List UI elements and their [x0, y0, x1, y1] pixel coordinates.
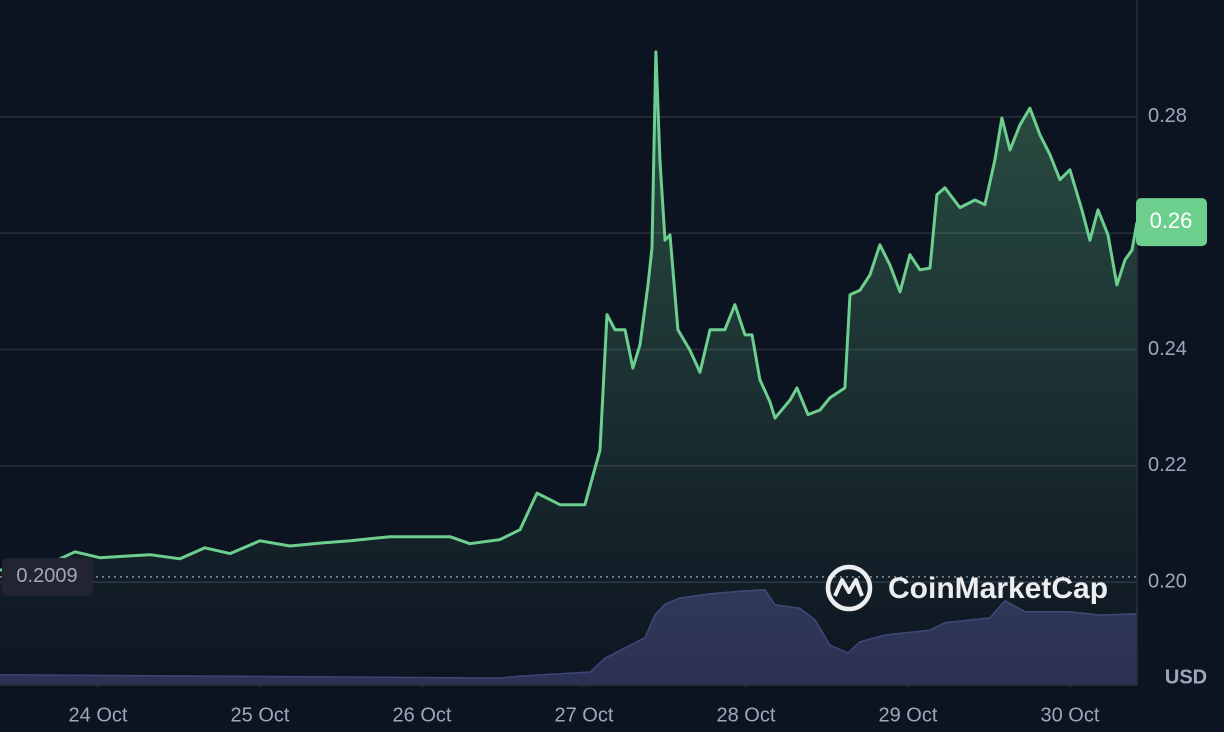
x-tick-label: 28 Oct [716, 704, 775, 726]
y-tick-label: 0.24 [1148, 338, 1187, 360]
y-tick-label: 0.22 [1148, 454, 1187, 476]
watermark-text: CoinMarketCap [888, 572, 1108, 605]
price-area [0, 51, 1137, 686]
x-tick-label: 26 Oct [393, 704, 452, 726]
y-tick-label: 0.28 [1148, 105, 1187, 127]
price-line [0, 50, 1139, 574]
unit-label: USD [1165, 666, 1207, 688]
x-tick-label: 29 Oct [878, 704, 937, 726]
current-price-label: 0.26 [1150, 208, 1193, 233]
reference-label: 0.2009 [16, 565, 77, 587]
price-layer [0, 50, 1139, 686]
x-tick-label: 27 Oct [555, 704, 614, 726]
watermark-logo-mark [833, 578, 864, 597]
x-tick-label: 24 Oct [69, 704, 128, 726]
x-tick-label: 25 Oct [231, 704, 290, 726]
axes: 0.20 0.22 0.24 0.26 0.28 24 Oct 25 Oct 26 Oct 27… [0, 0, 1207, 726]
current-price-badge [1136, 198, 1207, 247]
reference-label-box [2, 557, 93, 596]
x-tick-label: 30 Oct [1040, 704, 1099, 726]
watermark-logo [825, 564, 873, 612]
y-tick-label: 0.20 [1148, 570, 1187, 592]
watermark: CoinMarketCap [825, 564, 1108, 612]
